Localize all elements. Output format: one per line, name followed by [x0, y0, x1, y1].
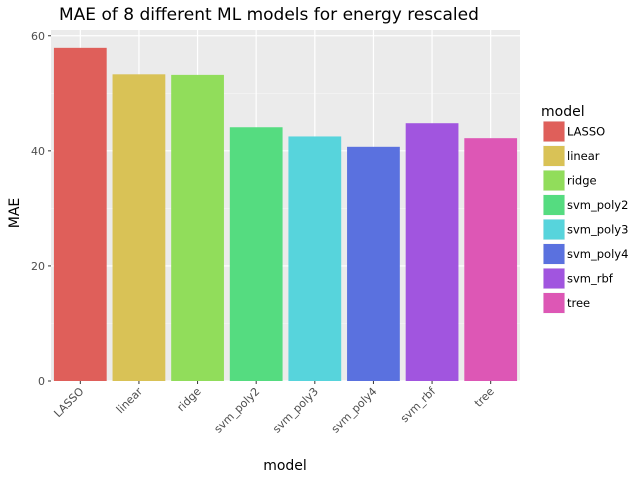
legend-label: linear	[567, 149, 600, 163]
legend-label: svm_poly2	[567, 198, 628, 212]
legend-swatch	[543, 195, 565, 215]
y-tick-label: 40	[31, 145, 45, 158]
legend-label: LASSO	[567, 125, 605, 139]
legend-label: tree	[567, 296, 590, 310]
x-tick-label: LASSO	[51, 385, 86, 420]
bar-svm-poly2	[229, 127, 283, 381]
y-tick-label: 20	[31, 260, 45, 273]
bar-svm-poly3	[288, 136, 342, 381]
y-tick-label: 60	[31, 30, 45, 43]
y-axis-title: MAE	[7, 198, 23, 229]
legend-swatch	[543, 170, 565, 191]
legend-swatch	[543, 121, 565, 142]
bar-tree	[464, 138, 518, 381]
x-tick-label: tree	[472, 385, 497, 410]
bar-linear	[112, 74, 166, 382]
x-axis: LASSO linear ridge svm_poly2 svm_poly3 svm_po…	[51, 381, 497, 436]
x-tick-label: svm_poly2	[212, 385, 263, 436]
legend-title: model	[541, 104, 585, 120]
bar-svm-poly4	[347, 146, 400, 381]
bars	[53, 47, 518, 382]
bar-svm-rbf	[405, 123, 459, 381]
chart-title: MAE of 8 different ML models for energy …	[59, 5, 479, 25]
legend-swatch	[543, 244, 565, 264]
legend-swatch	[543, 293, 565, 313]
x-axis-title: model	[263, 458, 307, 474]
x-tick-label: svm_rbf	[398, 384, 439, 425]
y-tick-label: 0	[38, 375, 45, 388]
x-tick-label: svm_poly3	[270, 385, 321, 436]
x-tick-label: svm_poly4	[329, 385, 380, 436]
x-tick-label: ridge	[174, 385, 203, 414]
legend-label: svm_poly3	[567, 223, 628, 237]
bar-lasso	[53, 47, 107, 381]
legend-swatch	[543, 146, 565, 166]
legend-label: ridge	[567, 174, 597, 188]
bar-ridge	[171, 74, 224, 382]
x-tick-label: linear	[114, 385, 146, 417]
legend-swatch	[543, 219, 565, 240]
legend-swatch	[543, 268, 565, 289]
y-axis: 0 20 40 60	[31, 30, 51, 388]
legend-label: svm_poly4	[567, 247, 628, 261]
legend: model LASSO linear ridge svm_poly2 svm_poly3…	[541, 104, 628, 314]
legend-label: svm_rbf	[567, 272, 614, 286]
